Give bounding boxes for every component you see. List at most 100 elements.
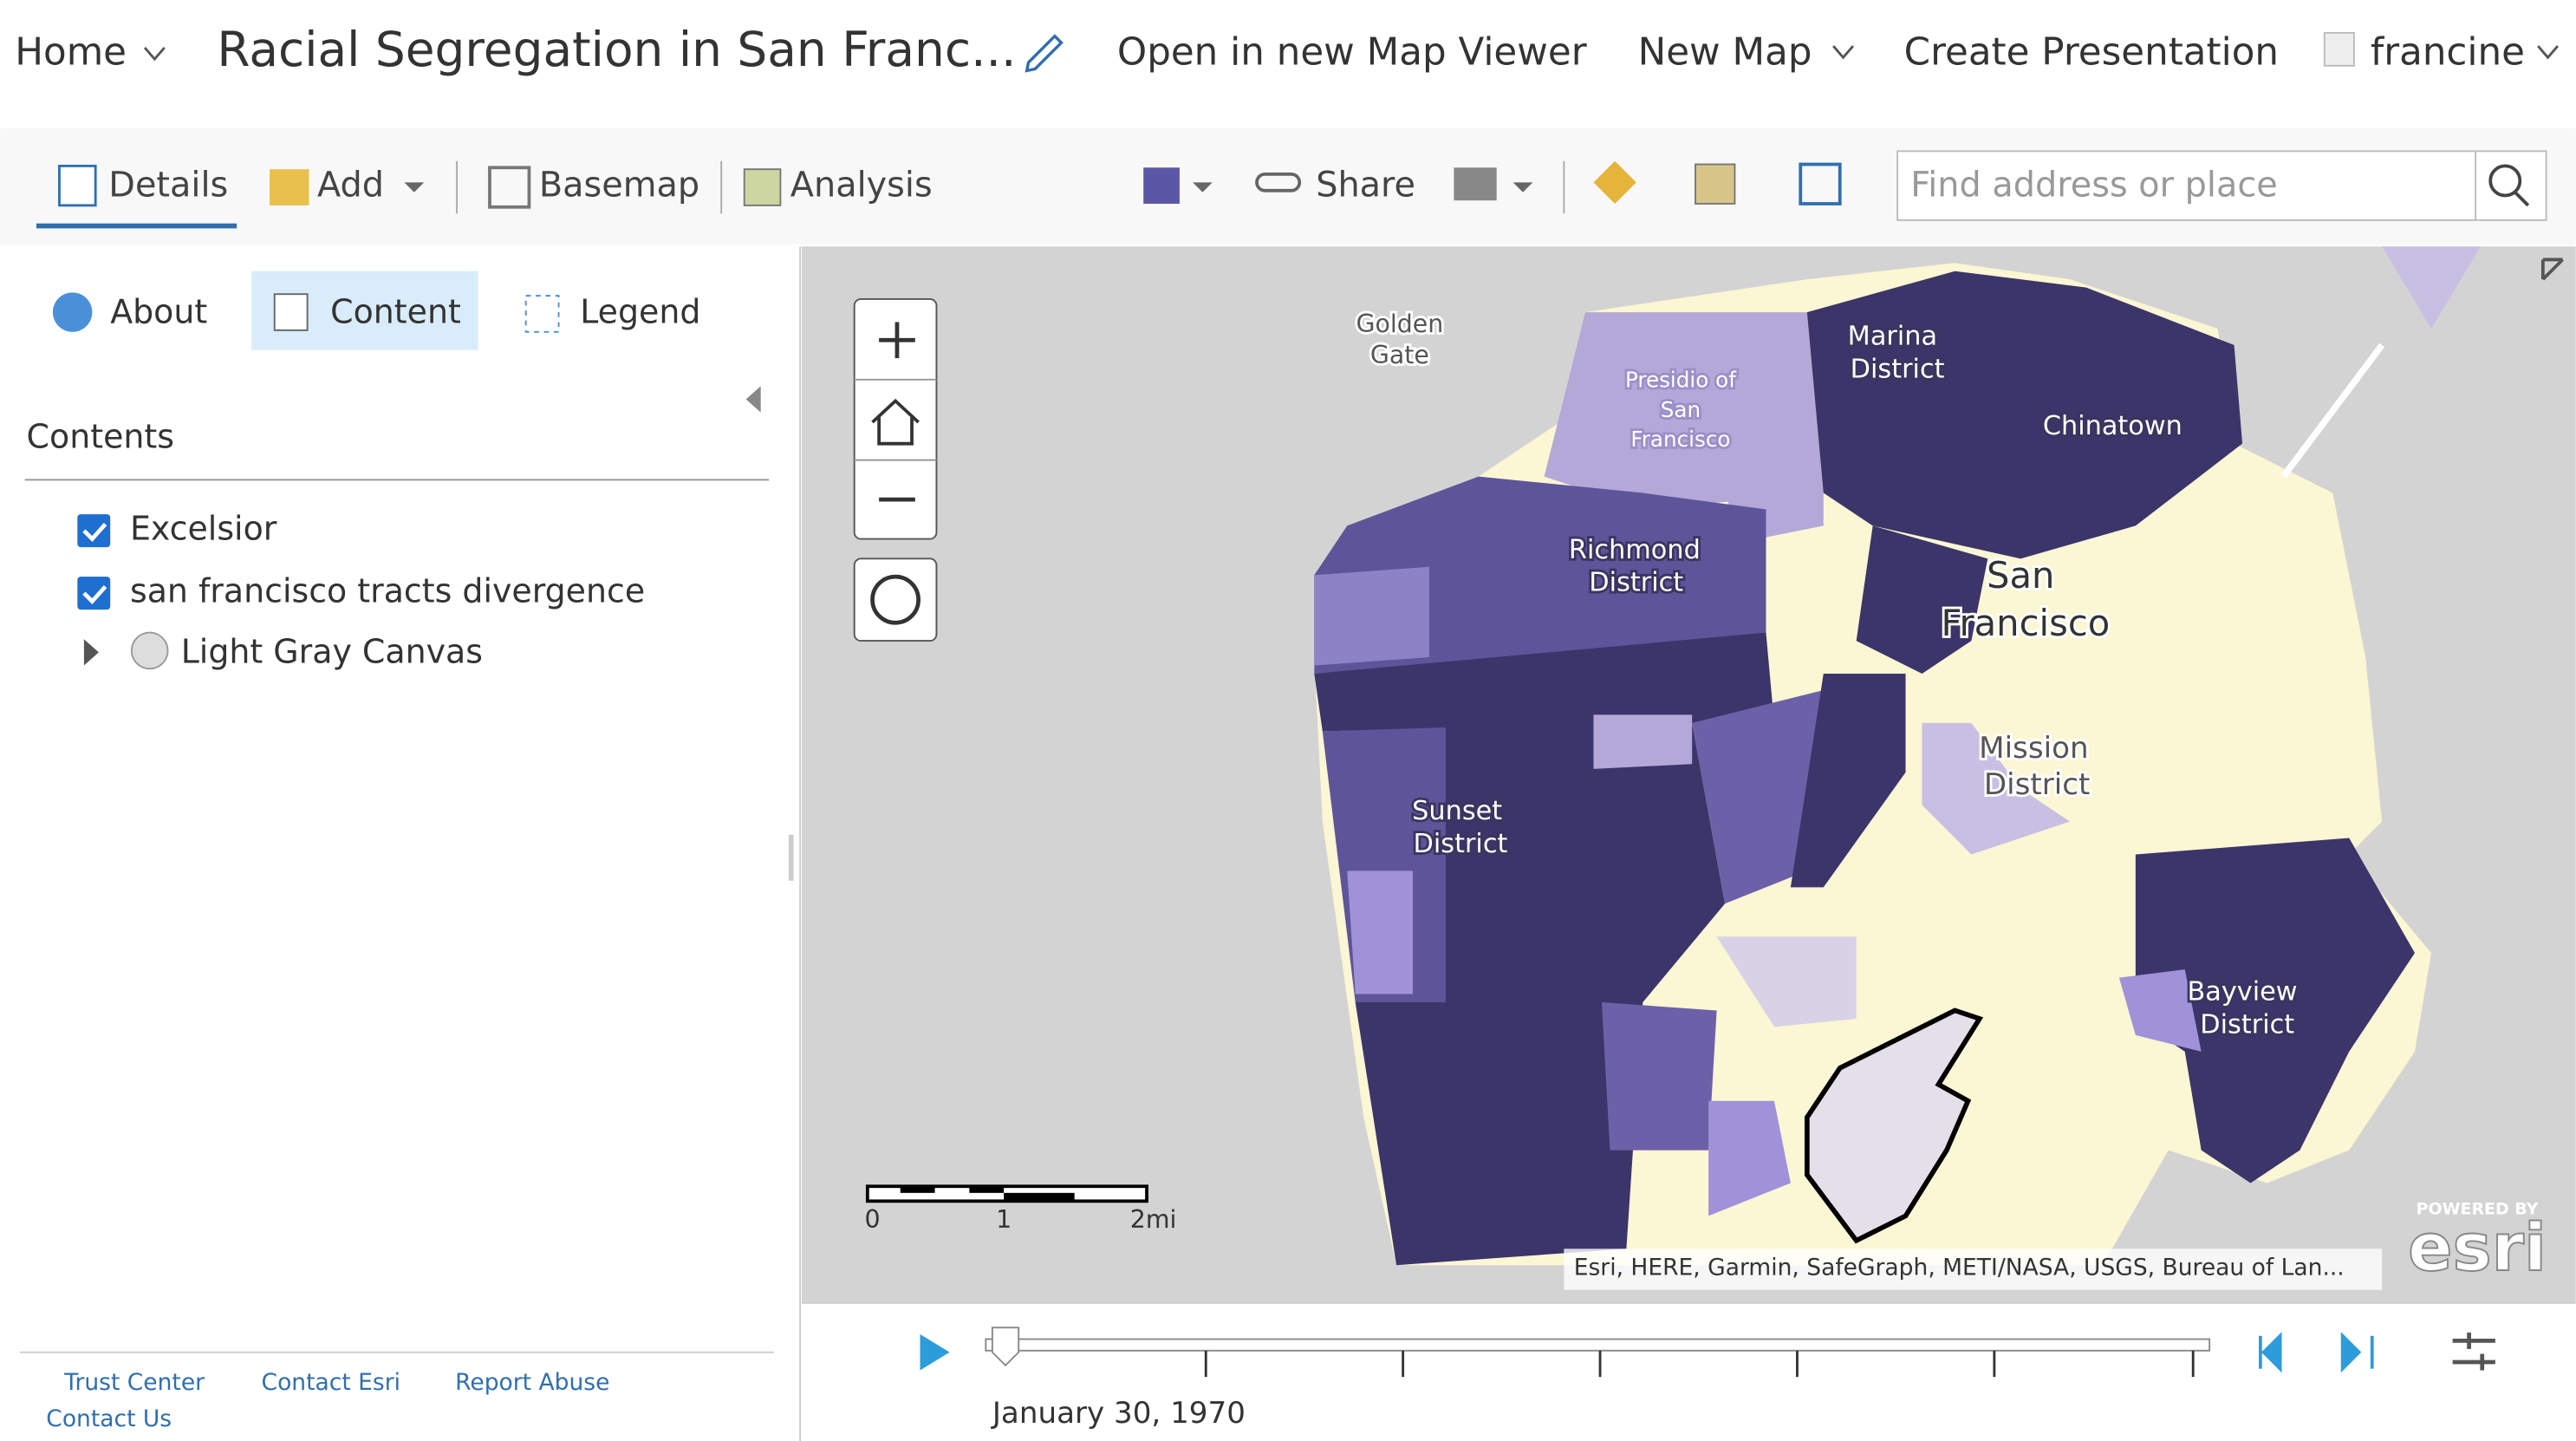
checkbox[interactable]: [77, 514, 111, 548]
map-title: Racial Segregation in San Franc...: [217, 22, 1016, 77]
dropdown-arrow[interactable]: [143, 47, 166, 62]
footer-link[interactable]: Contact Esri: [262, 1369, 400, 1396]
dropdown-arrow[interactable]: [1512, 182, 1533, 192]
locate-icon[interactable]: [870, 574, 920, 625]
slider-track[interactable]: [985, 1338, 2211, 1352]
map-region: [1314, 632, 1774, 732]
settings-button[interactable]: [2452, 1332, 2495, 1371]
save-icon[interactable]: [1143, 167, 1180, 204]
user-menu[interactable]: francine: [2371, 31, 2525, 75]
current-date: January 30, 1970: [991, 1396, 1246, 1431]
map-region: [1544, 312, 1824, 510]
collapse-button[interactable]: [745, 386, 761, 413]
nav-home[interactable]: Home: [15, 31, 127, 75]
map-label: Marina District: [1848, 321, 1945, 384]
footer-link[interactable]: Trust Center: [63, 1369, 205, 1396]
create-presentation-link[interactable]: Create Presentation: [1904, 31, 2279, 75]
esri-logo[interactable]: esri: [2407, 1209, 2547, 1287]
map[interactable]: Golden Gate Presidio of San Francisco Marin…: [802, 246, 2576, 1303]
details-icon[interactable]: [58, 164, 97, 207]
side-panel: About Content Legend Contents Excelsior …: [19, 246, 802, 1441]
home-button[interactable]: [871, 398, 920, 446]
search-icon[interactable]: [2514, 191, 2530, 207]
scale-bar: [1004, 1192, 1075, 1202]
map-label: Chinatown: [2043, 411, 2182, 441]
print-icon[interactable]: [1454, 167, 1497, 201]
share-icon[interactable]: [1255, 172, 1302, 192]
about-icon[interactable]: [52, 292, 93, 332]
details-button[interactable]: Details: [108, 166, 228, 205]
content-tab[interactable]: Content: [330, 292, 461, 330]
scale-label: 1: [996, 1205, 1012, 1234]
add-button[interactable]: Add: [317, 166, 384, 205]
scale-label: 2mi: [1130, 1205, 1177, 1234]
footer-link[interactable]: Report Abuse: [455, 1369, 609, 1396]
map-label: San Francisco: [1942, 554, 2111, 644]
expand-map-button[interactable]: [2540, 258, 2564, 281]
open-viewer-link[interactable]: Open in new Map Viewer: [1117, 31, 1587, 75]
attribution-bar: [1564, 1249, 2383, 1290]
slider-ticks: [1204, 1350, 2195, 1378]
basemap-icon[interactable]: [488, 166, 531, 209]
locate-button[interactable]: [853, 557, 938, 642]
attribution[interactable]: Esri, HERE, Garmin, SafeGraph, METI/NASA…: [1574, 1255, 2345, 1281]
layer-name[interactable]: Excelsior: [130, 510, 277, 548]
map-label: Mission District: [1979, 731, 2090, 802]
checkmark: [82, 584, 107, 605]
user-avatar[interactable]: [2323, 31, 2355, 67]
search-box[interactable]: [1896, 150, 2547, 221]
content-icon[interactable]: [273, 293, 309, 331]
previous-button[interactable]: [2259, 1332, 2282, 1373]
toolbar: Details Add Basemap Analysis Share Find …: [0, 127, 2576, 245]
directions-icon[interactable]: [1593, 160, 1636, 204]
analysis-icon[interactable]: [743, 168, 782, 206]
scale-bar: [969, 1186, 1005, 1193]
scale-bar: [900, 1186, 935, 1193]
checkbox[interactable]: [77, 577, 111, 610]
zoom-in-button[interactable]: [879, 322, 915, 359]
bay-bridge: [2280, 342, 2385, 479]
time-slider: January 30, 1970: [802, 1301, 2576, 1431]
slider-thumb[interactable]: [991, 1327, 1020, 1367]
analysis-button[interactable]: Analysis: [790, 166, 933, 205]
map-region: [1601, 1002, 1717, 1151]
share-button[interactable]: Share: [1316, 166, 1415, 205]
resize-handle[interactable]: [788, 834, 794, 881]
map-label: Richmond District: [1569, 534, 1701, 597]
contents-heading: Contents: [27, 417, 174, 455]
edit-icon[interactable]: [1025, 34, 1064, 73]
layer-name[interactable]: san francisco tracts divergence: [130, 572, 645, 610]
active-underline: [36, 223, 237, 229]
dropdown-arrow[interactable]: [1832, 45, 1854, 60]
map-region: [1445, 722, 1726, 1003]
bookmarks-icon[interactable]: [1799, 162, 1842, 205]
map-region: [1708, 1100, 1791, 1216]
layer-name[interactable]: Light Gray Canvas: [181, 633, 483, 671]
map-region: [1790, 673, 1906, 888]
measure-icon[interactable]: [1695, 163, 1736, 205]
legend-icon[interactable]: [524, 295, 560, 333]
basemap-button[interactable]: Basemap: [539, 166, 699, 205]
excelsior-outline: [1805, 1007, 1984, 1244]
map-region: [2118, 969, 2202, 1052]
add-icon[interactable]: [270, 169, 309, 205]
expand-arrow[interactable]: [83, 639, 99, 666]
powered-by: POWERED BY: [2417, 1199, 2539, 1218]
dropdown-arrow[interactable]: [404, 182, 425, 192]
dropdown-arrow[interactable]: [2537, 45, 2559, 60]
new-map-menu[interactable]: New Map: [1638, 31, 1812, 75]
scale-label: 0: [865, 1205, 881, 1234]
map-label: Golden Gate: [1356, 310, 1443, 369]
map-region: [1314, 566, 1429, 666]
about-tab[interactable]: About: [110, 292, 207, 330]
map-region: [1716, 936, 1857, 1027]
footer-link[interactable]: Contact Us: [46, 1405, 172, 1432]
next-button[interactable]: [2340, 1332, 2374, 1373]
search-icon[interactable]: [2488, 164, 2522, 198]
map-region: [1355, 1002, 1643, 1266]
map-region: [2135, 838, 2416, 1183]
dropdown-arrow[interactable]: [1193, 182, 1213, 192]
legend-tab[interactable]: Legend: [580, 292, 700, 330]
play-button[interactable]: [920, 1333, 950, 1371]
search-placeholder[interactable]: Find address or place: [1910, 166, 2277, 205]
